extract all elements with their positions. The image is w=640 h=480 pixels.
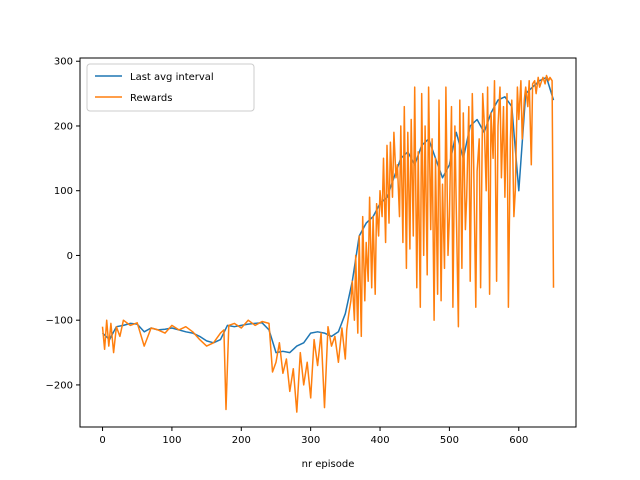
x-tick-label: 200 bbox=[232, 435, 251, 446]
y-tick-label: 0 bbox=[67, 251, 73, 262]
series-layer bbox=[101, 74, 555, 413]
y-tick-label: 200 bbox=[54, 121, 73, 132]
plot-frame bbox=[79, 57, 577, 428]
x-tick-label: 300 bbox=[301, 435, 320, 446]
legend-box bbox=[86, 63, 255, 112]
legend-label: Last avg interval bbox=[130, 72, 214, 83]
x-axis-ticks: 0 100 200 300 400 500 600 bbox=[99, 427, 528, 446]
x-tick-label: 500 bbox=[440, 435, 459, 446]
plot-area bbox=[79, 57, 577, 428]
y-tick-label: −200 bbox=[46, 380, 73, 391]
y-tick-label: 100 bbox=[54, 186, 73, 197]
x-tick-label: 400 bbox=[370, 435, 389, 446]
y-tick-label: −100 bbox=[46, 316, 73, 327]
series-line-rewards bbox=[101, 74, 555, 413]
y-tick-label: 300 bbox=[54, 57, 73, 68]
legend-label: Rewards bbox=[130, 93, 172, 104]
x-tick-label: 0 bbox=[99, 435, 105, 446]
x-tick-label: 100 bbox=[162, 435, 181, 446]
plot-background bbox=[80, 58, 576, 427]
y-axis-ticks: −200 −100 0 100 200 300 bbox=[46, 57, 80, 391]
x-axis-label: nr episode bbox=[302, 459, 355, 470]
legend: Last avg interval Rewards bbox=[86, 63, 255, 112]
x-tick-label: 600 bbox=[509, 435, 528, 446]
